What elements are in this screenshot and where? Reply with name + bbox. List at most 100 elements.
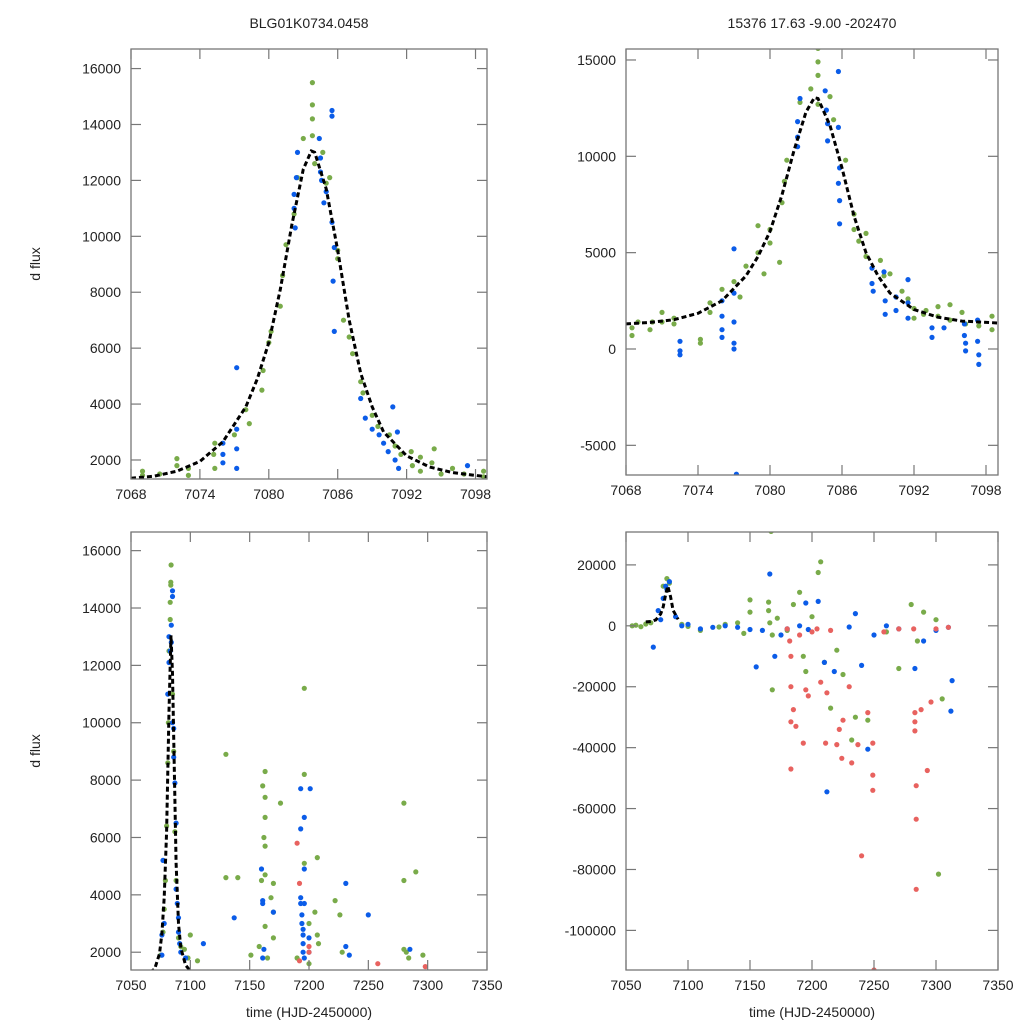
data-point-blue <box>759 627 766 634</box>
data-point-green <box>309 133 315 139</box>
data-point-blue <box>343 880 349 887</box>
data-point-green <box>306 920 312 927</box>
data-point-blue <box>859 662 865 669</box>
data-point-blue <box>365 912 371 918</box>
data-point-blue <box>329 113 335 119</box>
data-point-red <box>306 949 312 955</box>
y-tick-label: 16000 <box>82 61 121 77</box>
data-point-green <box>815 59 821 65</box>
data-point-blue <box>298 786 304 792</box>
x-tick-label: 7086 <box>322 486 353 502</box>
data-point-blue <box>396 465 402 471</box>
y-tick-label: 4000 <box>90 887 121 903</box>
data-point-green <box>358 379 364 385</box>
data-point-blue <box>317 155 324 161</box>
data-point-blue <box>220 460 226 466</box>
data-point-green <box>231 432 237 438</box>
data-point-green <box>818 559 824 565</box>
data-point-red <box>933 626 939 632</box>
data-point-red <box>306 943 312 950</box>
x-tick-label: 7080 <box>754 482 785 498</box>
data-point-blue <box>941 325 947 331</box>
data-point-green <box>747 609 753 615</box>
data-point-green <box>697 340 704 346</box>
y-tick-label: 0 <box>608 618 616 634</box>
data-point-green <box>438 471 444 477</box>
data-point-green <box>852 714 859 720</box>
data-point-green <box>777 259 783 265</box>
data-point-green <box>309 116 315 122</box>
data-point-green <box>420 952 426 958</box>
x-tick-label: 7050 <box>115 977 146 993</box>
x-tick-label: 7074 <box>184 486 215 502</box>
data-point-green <box>843 157 849 163</box>
y-tick-label: -100000 <box>565 922 617 938</box>
model-fit-curve <box>131 149 487 479</box>
data-point-red <box>836 726 842 733</box>
data-point-green <box>863 230 869 236</box>
data-point-green <box>277 800 284 806</box>
data-point-green <box>168 579 174 585</box>
data-point-blue <box>719 313 725 319</box>
data-point-green <box>262 923 268 930</box>
x-tick-label: 7300 <box>412 977 443 993</box>
data-point-green <box>211 451 217 457</box>
data-point-blue <box>298 826 304 832</box>
data-point-green <box>947 302 953 308</box>
data-point-blue <box>912 665 918 672</box>
data-point-blue <box>963 340 969 346</box>
data-point-green <box>911 315 917 321</box>
data-point-blue <box>321 200 327 206</box>
data-point-red <box>912 728 918 734</box>
data-point-blue <box>821 659 828 666</box>
data-point-blue <box>169 593 176 600</box>
data-point-green <box>743 263 749 269</box>
panel-bottom-right: 7050 7100 7150 7200 7250 7300 7350 -100000 -8000… <box>565 531 1014 993</box>
data-point-green <box>899 288 905 294</box>
data-point-green <box>921 609 927 615</box>
data-point-blue <box>733 471 739 475</box>
data-point-green <box>800 653 806 659</box>
data-point-green <box>340 317 347 323</box>
data-point-blue <box>260 900 266 907</box>
x-tick-label: 7098 <box>970 482 1001 498</box>
data-point-blue <box>685 621 691 627</box>
x-tick-label: 7100 <box>175 977 206 993</box>
data-point-green <box>327 175 333 181</box>
x-tick-label: 7350 <box>982 977 1013 993</box>
data-point-blue <box>905 315 911 321</box>
x-tick-label: 7200 <box>796 977 827 993</box>
data-point-blue <box>300 941 306 947</box>
data-point-blue <box>961 332 968 339</box>
model-fit-curve <box>626 95 998 326</box>
data-point-blue <box>976 361 982 367</box>
y-tick-label: 8000 <box>90 772 121 788</box>
data-point-blue <box>392 457 398 463</box>
data-point-green <box>629 332 635 339</box>
data-point-green <box>629 325 635 331</box>
data-point-blue <box>300 949 306 955</box>
x-tick-label: 7150 <box>234 977 265 993</box>
data-point-red <box>790 707 797 713</box>
data-point-green <box>258 877 265 884</box>
data-point-green <box>766 599 772 605</box>
y-tick-label: -40000 <box>572 740 616 756</box>
data-point-red <box>788 653 794 659</box>
data-point-green <box>905 296 911 302</box>
data-point-blue <box>369 426 375 432</box>
y-tick-label: -80000 <box>572 861 616 877</box>
data-point-green <box>803 668 809 675</box>
data-point-green <box>815 101 821 107</box>
data-point-blue <box>976 352 982 358</box>
data-point-blue <box>948 708 954 714</box>
data-point-green <box>261 834 267 841</box>
data-point-red <box>805 693 811 699</box>
data-point-blue <box>905 277 911 283</box>
data-point-green <box>174 463 180 469</box>
data-point-green <box>747 597 753 603</box>
data-point-green <box>270 935 276 941</box>
y-tick-label: -5000 <box>580 437 616 453</box>
data-point-green <box>187 932 193 938</box>
data-point-green <box>828 705 834 711</box>
data-point-blue <box>346 952 352 958</box>
